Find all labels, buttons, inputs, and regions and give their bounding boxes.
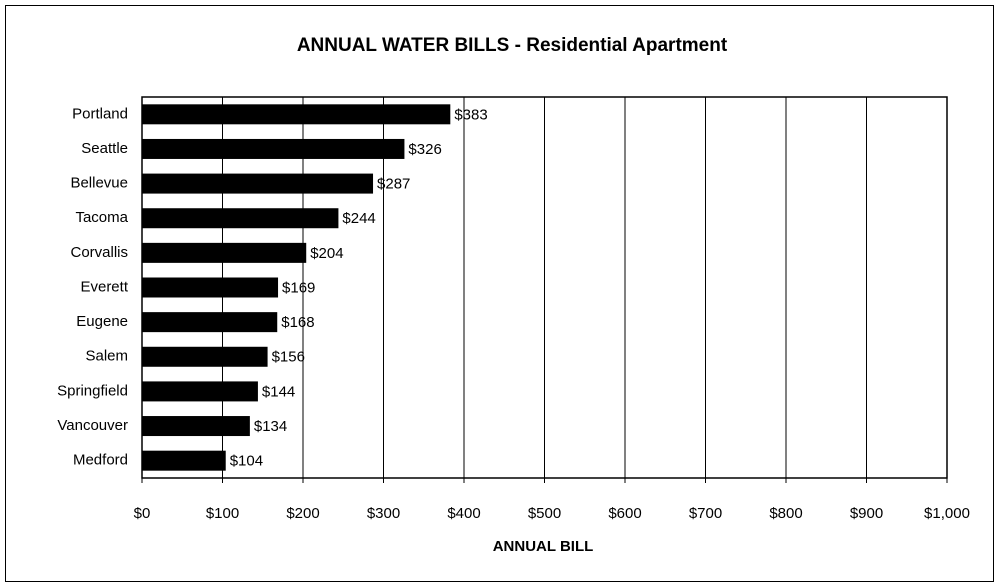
y-tick-label: Bellevue [70, 175, 128, 192]
value-label: $144 [262, 383, 295, 400]
x-tick-label: $400 [447, 505, 480, 522]
x-tick-label: $500 [528, 505, 561, 522]
y-tick-label: Medford [73, 452, 128, 469]
value-label: $156 [272, 349, 305, 366]
y-tick-label: Springfield [57, 382, 128, 399]
x-tick-label: $800 [769, 505, 802, 522]
bar [142, 138, 405, 159]
bar [142, 208, 339, 229]
x-tick-label: $200 [286, 505, 319, 522]
y-tick-label: Corvallis [70, 244, 128, 261]
bar [142, 242, 307, 263]
value-label: $204 [310, 245, 343, 262]
x-tick-label: $600 [608, 505, 641, 522]
y-tick-label: Eugene [76, 313, 128, 330]
value-label: $287 [377, 176, 410, 193]
chart-title: ANNUAL WATER BILLS - Residential Apartme… [297, 35, 728, 56]
value-label: $168 [281, 314, 314, 331]
y-tick-label: Seattle [81, 140, 128, 157]
x-tick-label: $900 [850, 505, 883, 522]
bar [142, 450, 226, 471]
value-label: $104 [230, 453, 263, 470]
x-tick-label: $100 [206, 505, 239, 522]
bar [142, 346, 268, 367]
y-tick-label: Vancouver [57, 417, 128, 434]
value-label: $169 [282, 279, 315, 296]
bar [142, 416, 250, 437]
bar [142, 173, 374, 194]
y-tick-label: Tacoma [75, 209, 128, 226]
value-label: $244 [342, 210, 375, 227]
value-label: $326 [408, 141, 441, 158]
bar [142, 277, 279, 298]
bar [142, 104, 451, 125]
bar [142, 312, 278, 333]
x-tick-label: $300 [367, 505, 400, 522]
x-tick-label: $1,000 [924, 505, 970, 522]
y-tick-label: Portland [72, 105, 128, 122]
value-label: $134 [254, 418, 287, 435]
value-label: $383 [454, 106, 487, 123]
bar [142, 381, 258, 402]
y-tick-label: Salem [85, 348, 128, 365]
y-tick-label: Everett [80, 278, 128, 295]
x-axis-title: ANNUAL BILL [493, 538, 594, 555]
x-tick-label: $700 [689, 505, 722, 522]
x-tick-label: $0 [134, 505, 151, 522]
